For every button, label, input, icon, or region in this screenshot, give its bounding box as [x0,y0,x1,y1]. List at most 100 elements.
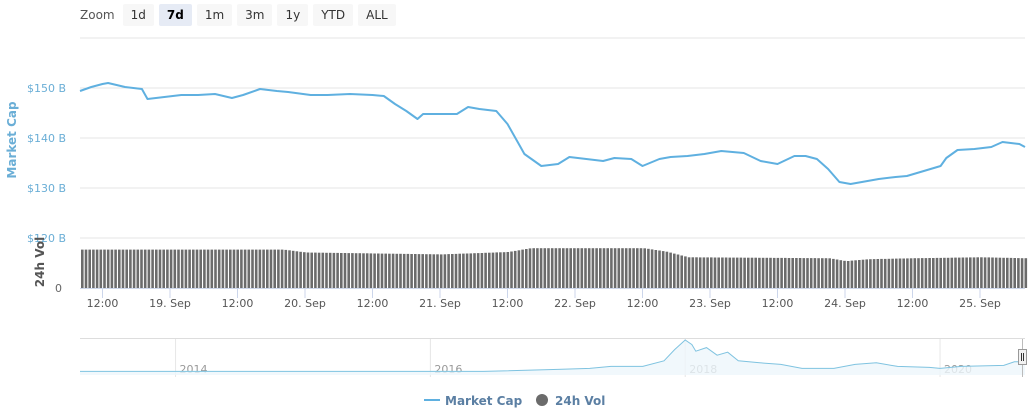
volume-bar [813,258,817,288]
volume-bar [880,258,883,288]
volume-bar [436,254,439,288]
volume-bar [802,258,806,288]
volume-bar [340,253,343,288]
legend-item-market-cap[interactable]: Market Cap [424,394,523,408]
volume-bar [513,250,517,288]
zoom-1m-button[interactable]: 1m [196,4,233,26]
volume-bar [258,249,262,288]
volume-bar [684,256,687,288]
volume-bar [935,257,939,288]
volume-bar [447,254,450,288]
zoom-1d-button[interactable]: 1d [122,4,154,26]
legend-item-24h-vol[interactable]: 24h Vol [536,394,605,408]
volume-bar [573,248,576,288]
volume-bar [791,258,794,288]
volume-bar [821,258,824,288]
volume-bar [229,249,232,288]
volume-bar [380,253,384,288]
volume-bar [647,248,650,288]
volume-bar [587,248,591,288]
volume-bar [158,249,162,288]
volume-bar [402,253,406,288]
volume-bar [961,257,965,288]
volume-bar [761,257,765,288]
volume-bar [869,259,872,288]
volume-bar [606,248,609,288]
volume-bar [806,258,809,288]
volume-bar [1017,258,1020,288]
volume-bar [354,253,358,288]
volume-bar [932,258,935,288]
x-tick-label: 12:00 [897,297,929,310]
volume-bar [303,252,306,288]
volume-bar [595,248,598,288]
volume-bar [325,252,328,288]
volume-bar [876,259,880,288]
volume-bar [895,258,898,288]
volume-bar [898,258,902,288]
volume-bar [214,249,217,288]
volume-bar [206,249,210,288]
volume-bar [750,257,754,288]
zoom-all-button[interactable]: ALL [358,4,396,26]
volume-bar [143,249,147,288]
x-tick-label: 23. Sep [689,297,731,310]
volume-bar [188,249,191,288]
range-selector: Zoom 1d 7d 1m 3m 1y YTD ALL [80,4,401,26]
volume-bar [499,252,502,288]
volume-bar [865,259,868,288]
volume-bar [180,249,184,288]
volume-bar [536,248,539,288]
zoom-ytd-button[interactable]: YTD [313,4,354,26]
volume-bar [643,248,646,288]
volume-bar [118,249,121,288]
volume-bar [528,248,532,288]
volume-bar [395,253,399,288]
zoom-1y-button[interactable]: 1y [277,4,309,26]
volume-bar [795,258,798,288]
volume-bar [928,258,931,288]
volume-bar [221,249,225,288]
volume-bar [591,248,595,288]
navigator-handle-icon[interactable] [1018,339,1027,377]
volume-bar [266,249,269,288]
volume-bar [854,260,857,288]
volume-bar [129,249,132,288]
volume-bar [835,259,839,288]
volume-bar [369,253,373,288]
volume-bar [991,257,994,288]
volume-bar [784,257,787,288]
zoom-7d-button[interactable]: 7d [158,4,192,26]
volume-bar [243,249,247,288]
volume-bar [732,257,735,288]
volume-bar [747,257,750,288]
volume-bar [562,248,565,288]
volume-bar [362,253,365,288]
volume-bar [765,257,769,288]
volume-bar [872,259,876,288]
volume-bar [543,248,547,288]
volume-bar [443,254,447,288]
volume-bar [950,257,954,288]
volume-bar [943,257,946,288]
volume-bar [273,249,276,288]
volume-bar [317,252,321,288]
volume-bar [906,258,909,288]
volume-bar [787,258,791,288]
volume-bar [432,254,436,288]
volume-bar [987,257,991,288]
volume-bar [632,248,635,288]
volume-bar [84,249,88,288]
volume-bar [972,257,976,288]
volume-bar [358,253,362,288]
volume-bar [613,248,617,288]
volume-bar [954,257,957,288]
volume-bar [610,248,613,288]
volume-bar [136,249,140,288]
volume-bar [169,249,173,288]
volume-bar [347,253,350,288]
zoom-3m-button[interactable]: 3m [237,4,273,26]
volume-bar [458,253,461,288]
volume-bar [621,248,624,288]
